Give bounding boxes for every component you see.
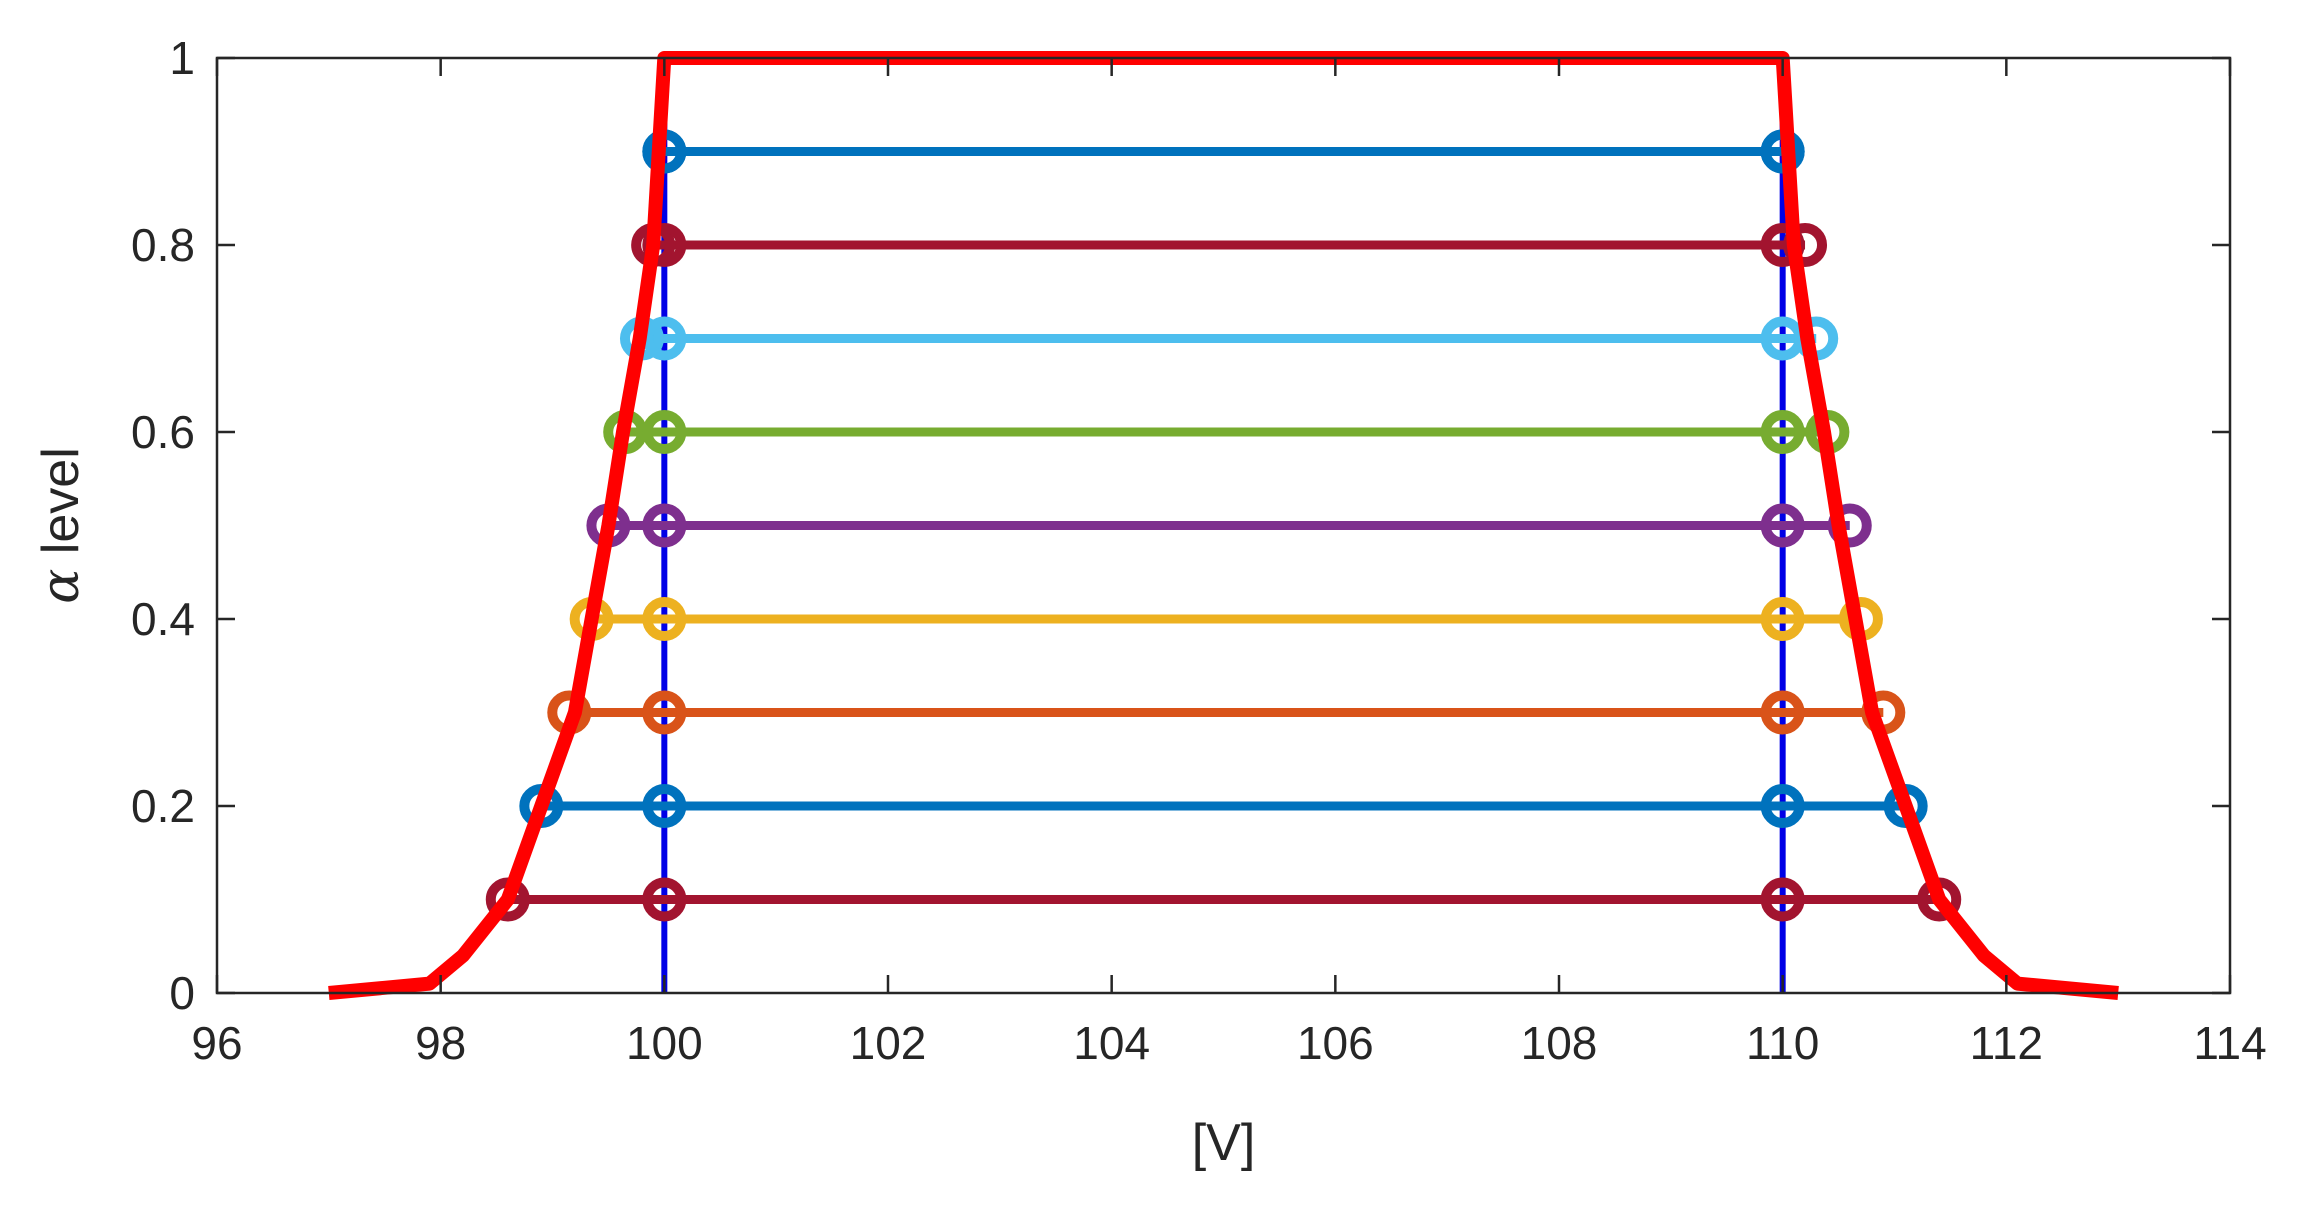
- y-tick-label: 0: [169, 967, 195, 1019]
- alpha-cut-bound-marker: [642, 503, 687, 548]
- alpha-cut-bound-marker: [1760, 877, 1805, 922]
- alpha-cut-bound-marker: [642, 597, 687, 641]
- alpha-cut-bound-marker: [1760, 503, 1805, 548]
- x-axis-label: [V]: [1192, 1114, 1256, 1172]
- y-tick-label: 0.8: [131, 219, 195, 271]
- y-tick-label: 0.2: [131, 780, 195, 832]
- alpha-cut-bound-marker: [642, 784, 687, 828]
- axes-box: [215, 56, 2232, 995]
- x-tick-label: 114: [2193, 1017, 2266, 1069]
- y-axis-label-symbol: α: [31, 569, 91, 604]
- alpha-cut-bound-marker: [1760, 316, 1805, 361]
- y-axis-label-text: level: [32, 447, 90, 568]
- x-tick-label: 110: [1746, 1017, 1819, 1069]
- y-tick-label: 0.6: [131, 406, 195, 458]
- y-axis-label: α level: [31, 447, 91, 604]
- alpha-cut-bound-marker: [1760, 784, 1805, 828]
- axis-ticks: 96 98 100 102 104 106 108 110 112 114 0 0.2 0.4 0.6 0.…: [131, 32, 2267, 1069]
- y-tick-label: 0.4: [131, 593, 195, 645]
- alpha-cut-bound-marker: [642, 410, 687, 454]
- x-tick-label: 104: [1073, 1017, 1150, 1069]
- plot-area: [328, 51, 2119, 1000]
- x-tick-label: 100: [626, 1017, 703, 1069]
- alpha-cut-bound-marker: [642, 877, 687, 922]
- alpha-cut-bound-marker: [1760, 690, 1805, 735]
- x-tick-label: 112: [1970, 1017, 2043, 1069]
- alpha-cut-bound-marker: [642, 316, 687, 361]
- x-tick-label: 102: [850, 1017, 927, 1069]
- x-tick-label: 98: [415, 1017, 466, 1069]
- alpha-cut-bound-marker: [1760, 597, 1805, 641]
- x-tick-label: 106: [1297, 1017, 1374, 1069]
- alpha-cut-bound-marker: [1760, 410, 1805, 454]
- y-tick-label: 1: [169, 32, 195, 84]
- x-tick-label: 108: [1521, 1017, 1598, 1069]
- x-tick-label: 96: [191, 1017, 242, 1069]
- alpha-cut-bound-marker: [642, 690, 687, 735]
